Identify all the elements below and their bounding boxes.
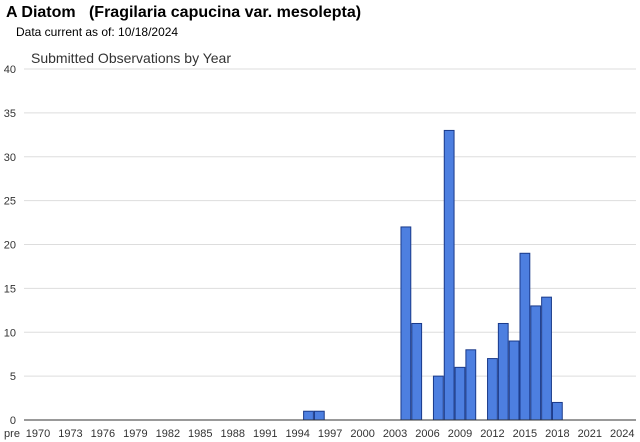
y-tick-label: 20 bbox=[4, 240, 16, 252]
y-tick-label: 15 bbox=[4, 283, 16, 295]
x-tick-label: 2021 bbox=[578, 428, 602, 440]
bar-2014 bbox=[508, 340, 520, 421]
x-tick-label: 2003 bbox=[383, 428, 407, 440]
bar-2013 bbox=[497, 322, 509, 421]
x-tick-label: 2018 bbox=[545, 428, 569, 440]
x-tick-label: 1970 bbox=[26, 428, 50, 440]
data-current-date: Data current as of: 10/18/2024 bbox=[16, 25, 179, 39]
y-axis-ticks: 0 5 10 15 20 25 30 35 40 bbox=[4, 64, 16, 427]
x-tick-label: 1973 bbox=[58, 428, 82, 440]
x-tick-label: pre bbox=[4, 428, 20, 440]
bar-2004 bbox=[400, 226, 412, 421]
bar-1995 bbox=[303, 410, 314, 421]
x-tick-label: 1991 bbox=[253, 428, 277, 440]
bar-2008 bbox=[443, 129, 455, 421]
x-tick-label: 2012 bbox=[480, 428, 504, 440]
y-tick-label: 25 bbox=[4, 196, 16, 208]
x-tick-label: 1985 bbox=[188, 428, 212, 440]
x-tick-label: 1988 bbox=[221, 428, 245, 440]
bar-2005 bbox=[411, 322, 423, 421]
bar-2018 bbox=[551, 401, 563, 421]
bar-2009 bbox=[454, 366, 466, 421]
x-tick-label: 1994 bbox=[285, 428, 309, 440]
x-tick-label: 1976 bbox=[91, 428, 115, 440]
y-tick-label: 35 bbox=[4, 108, 16, 120]
bar-2012 bbox=[487, 358, 498, 421]
species-title: A Diatom (Fragilaria capucina var. mesol… bbox=[6, 4, 362, 21]
chart-title: Submitted Observations by Year bbox=[31, 50, 231, 66]
x-tick-label: 2009 bbox=[448, 428, 472, 440]
x-axis-ticks: pre 1970 1973 1976 1979 1982 1985 1988 1991 1994 1… bbox=[4, 428, 634, 440]
y-tick-label: 5 bbox=[10, 371, 16, 383]
bar-2015 bbox=[519, 252, 531, 421]
x-tick-label: 2000 bbox=[350, 428, 374, 440]
bar-2007 bbox=[432, 375, 444, 421]
bars bbox=[303, 129, 563, 421]
y-tick-label: 10 bbox=[4, 327, 16, 339]
x-tick-label: 2006 bbox=[415, 428, 439, 440]
bar-2010 bbox=[465, 349, 477, 421]
grid-lines bbox=[24, 68, 636, 377]
x-tick-label: 1982 bbox=[156, 428, 180, 440]
x-tick-label: 2024 bbox=[610, 428, 634, 440]
y-tick-label: 30 bbox=[4, 152, 16, 164]
bar-2017 bbox=[541, 296, 552, 421]
x-tick-label: 1997 bbox=[318, 428, 342, 440]
x-tick-label: 2015 bbox=[513, 428, 537, 440]
x-tick-label: 1979 bbox=[123, 428, 147, 440]
bar-2016 bbox=[530, 305, 542, 421]
y-tick-label: 0 bbox=[10, 415, 16, 427]
y-tick-label: 40 bbox=[4, 64, 16, 76]
bar-1996 bbox=[313, 410, 325, 421]
